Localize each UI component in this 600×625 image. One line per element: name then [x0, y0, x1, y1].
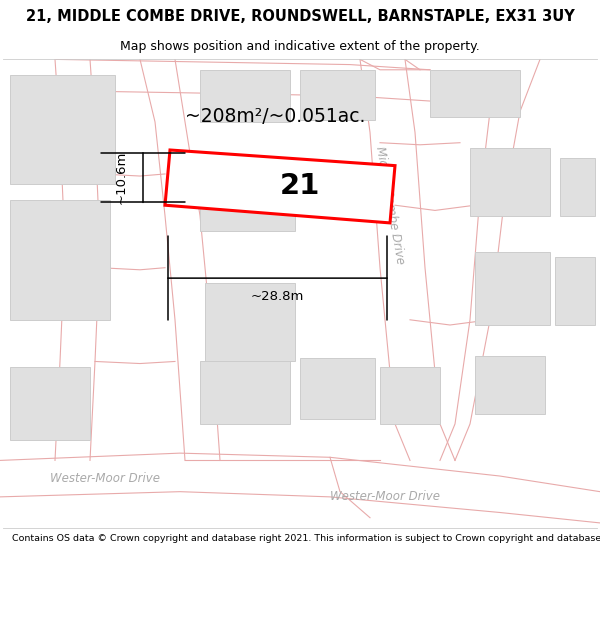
Bar: [200, 164, 295, 231]
Bar: [10, 367, 90, 439]
Text: Wester-Moor Drive: Wester-Moor Drive: [50, 472, 160, 484]
Bar: [200, 70, 290, 122]
Bar: [10, 200, 110, 320]
Bar: [555, 258, 595, 325]
Bar: [205, 283, 295, 361]
Polygon shape: [165, 150, 395, 223]
Text: 21, MIDDLE COMBE DRIVE, ROUNDSWELL, BARNSTAPLE, EX31 3UY: 21, MIDDLE COMBE DRIVE, ROUNDSWELL, BARN…: [26, 9, 574, 24]
Bar: [470, 148, 550, 216]
Bar: [200, 361, 290, 424]
Text: Map shows position and indicative extent of the property.: Map shows position and indicative extent…: [120, 40, 480, 52]
Bar: [300, 358, 375, 419]
Text: Contains OS data © Crown copyright and database right 2021. This information is : Contains OS data © Crown copyright and d…: [12, 534, 600, 543]
Text: ~10.6m: ~10.6m: [115, 151, 128, 204]
Text: Middle Combe Drive: Middle Combe Drive: [373, 145, 407, 265]
Bar: [10, 75, 115, 184]
Bar: [300, 70, 375, 120]
Bar: [380, 367, 440, 424]
Bar: [430, 70, 520, 117]
Text: 21: 21: [280, 172, 320, 200]
Text: ~208m²/~0.051ac.: ~208m²/~0.051ac.: [185, 107, 365, 126]
Text: Wester-Moor Drive: Wester-Moor Drive: [330, 491, 440, 503]
Text: ~28.8m: ~28.8m: [251, 291, 304, 303]
Bar: [560, 158, 595, 216]
Bar: [475, 252, 550, 325]
Bar: [475, 356, 545, 414]
